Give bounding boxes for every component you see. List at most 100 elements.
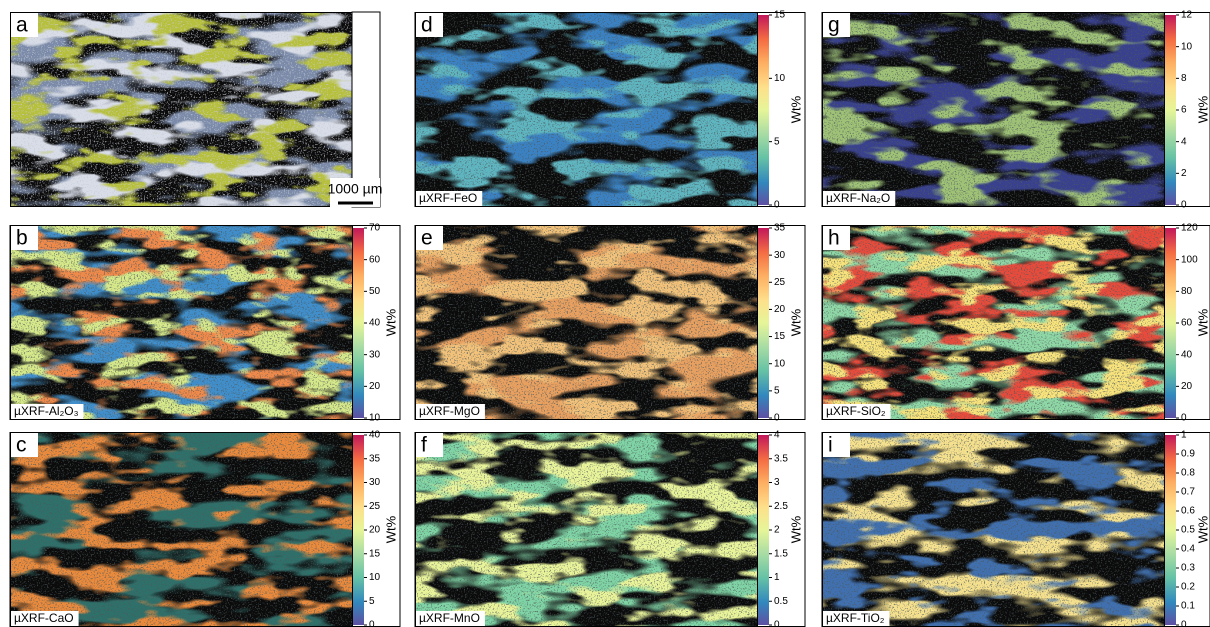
colorbar-tick-label: 40 [1181, 349, 1193, 360]
map-label: µXRF-TiO₂ [826, 611, 885, 625]
map-speckle [822, 432, 1164, 627]
colorbar-tick-label: 15 [774, 331, 786, 342]
colorbar-tick-label: 80 [1181, 286, 1193, 297]
colorbar [1165, 15, 1176, 205]
colorbar-label: Wt% [1195, 515, 1210, 543]
colorbar-tick-label: 10 [369, 413, 381, 424]
colorbar-label: Wt% [788, 308, 803, 336]
colorbar-tick-label: 1.5 [774, 548, 788, 559]
colorbar-tick-label: 30 [369, 477, 381, 488]
map-speckle [415, 432, 757, 627]
panel-letter: f [421, 434, 427, 457]
panel: a 1000 µm [10, 12, 382, 207]
map-label: µXRF-MnO [419, 611, 480, 625]
colorbar-tick-label: 20 [774, 304, 786, 315]
colorbar-tick-label: 25 [369, 501, 381, 512]
colorbar [1165, 228, 1176, 418]
colorbar-tick-label: 20 [369, 381, 381, 392]
panel-letter: g [828, 14, 840, 37]
colorbar-tick-label: 3 [774, 477, 780, 488]
colorbar-tick-label: 60 [369, 254, 381, 265]
map-label: µXRF-CaO [14, 611, 74, 625]
colorbar-label: Wt% [383, 515, 398, 543]
colorbar-tick-label: 0.9 [1181, 449, 1195, 460]
colorbar-tick-label: 0.5 [1181, 525, 1195, 536]
colorbar-label: Wt% [788, 515, 803, 543]
colorbar-tick-label: 10 [369, 572, 381, 583]
map-label: µXRF-Na₂O [826, 191, 890, 205]
panel: g µXRF-Na₂O 0 2 4 6 8 10 12 Wt% [822, 10, 1210, 211]
colorbar-tick-label: 2.5 [774, 501, 788, 512]
colorbar-tick-label: 8 [1181, 73, 1187, 84]
colorbar-tick-label: 20 [369, 525, 381, 536]
colorbar-tick-label: 0 [774, 413, 780, 424]
colorbar-tick-label: 0.4 [1181, 544, 1195, 555]
colorbar [758, 435, 769, 625]
colorbar-label: Wt% [788, 95, 803, 123]
colorbar-tick-label: 35 [369, 453, 381, 464]
colorbar-tick-label: 5 [369, 596, 375, 607]
colorbar-tick-label: 40 [369, 318, 381, 329]
colorbar-tick-label: 60 [1181, 318, 1193, 329]
colorbar-tick-label: 15 [369, 548, 381, 559]
colorbar-tick-label: 0.1 [1181, 601, 1195, 612]
panel-letter: h [828, 227, 840, 250]
colorbar-tick-label: 30 [774, 250, 786, 261]
map-speckle [822, 225, 1164, 420]
colorbar-tick-label: 12 [1181, 10, 1193, 21]
colorbar [1165, 435, 1176, 625]
map-label: µXRF-FeO [419, 191, 477, 205]
map-speckle [415, 12, 757, 207]
colorbar-tick-label: 0 [774, 620, 780, 627]
colorbar [353, 228, 364, 418]
colorbar-tick-label: 0 [1181, 200, 1187, 211]
map-speckle [822, 12, 1164, 207]
colorbar-label: Wt% [1195, 308, 1210, 336]
colorbar-tick-label: 50 [369, 286, 381, 297]
colorbar-tick-label: 0.6 [1181, 506, 1195, 517]
colorbar-tick-label: 40 [369, 430, 381, 441]
colorbar-tick-label: 25 [774, 277, 786, 288]
colorbar-tick-label: 35 [774, 223, 786, 234]
scale-label: 1000 µm [328, 181, 383, 197]
colorbar-tick-label: 0.2 [1181, 582, 1195, 593]
panel-letter: a [16, 14, 28, 37]
panel-letter: c [16, 434, 27, 457]
map-label: µXRF-Al₂O₃ [14, 404, 79, 418]
colorbar-label: Wt% [1195, 95, 1210, 123]
colorbar-tick-label: 5 [774, 136, 780, 147]
colorbar-tick-label: 4 [1181, 136, 1187, 147]
colorbar-tick-label: 0 [369, 620, 375, 627]
panel-letter: i [828, 434, 833, 457]
colorbar-tick-label: 1 [774, 572, 780, 583]
colorbar [758, 228, 769, 418]
colorbar-tick-label: 1 [1181, 430, 1187, 441]
map-label: µXRF-MgO [419, 404, 480, 418]
colorbar-tick-label: 70 [369, 223, 381, 234]
colorbar-tick-label: 0.3 [1181, 563, 1195, 574]
panel-letter: d [421, 14, 433, 37]
colorbar-tick-label: 15 [774, 10, 786, 21]
colorbar-tick-label: 0.5 [774, 596, 788, 607]
colorbar-tick-label: 2 [1181, 168, 1187, 179]
colorbar-tick-label: 2 [774, 525, 780, 536]
panel-letter: b [16, 227, 28, 250]
colorbar-tick-label: 120 [1181, 223, 1198, 234]
white-strip [352, 12, 380, 207]
map-speckle [415, 225, 757, 420]
colorbar-tick-label: 6 [1181, 105, 1187, 116]
colorbar-tick-label: 0 [1181, 413, 1187, 424]
colorbar-tick-label: 10 [774, 358, 786, 369]
colorbar-tick-label: 0.8 [1181, 468, 1195, 479]
colorbar-tick-label: 10 [1181, 41, 1193, 52]
colorbar-tick-label: 100 [1181, 254, 1198, 265]
colorbar [353, 435, 364, 625]
colorbar-tick-label: 3.5 [774, 453, 788, 464]
colorbar [758, 15, 769, 205]
figure: a1000 µmbµXRF-Al₂O₃10203040506070Wt%cµXR… [0, 0, 1210, 627]
panel-letter: e [421, 227, 433, 250]
colorbar-tick-label: 20 [1181, 381, 1193, 392]
